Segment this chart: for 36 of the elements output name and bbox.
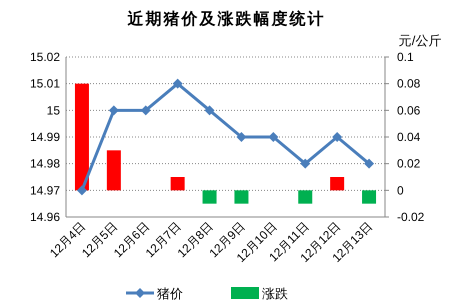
bar: [298, 190, 312, 204]
y-tick-label: 14.97: [30, 183, 60, 198]
bar: [170, 177, 185, 190]
y2-tick-label: -0.02: [397, 210, 425, 224]
y2-axis-title: 元/公斤: [398, 33, 442, 48]
y-tick-label: 15: [46, 103, 60, 118]
bar: [330, 177, 344, 190]
y-tick-label: 15.02: [30, 50, 60, 64]
point: [268, 132, 278, 142]
bar: [202, 190, 217, 204]
legend-label: 猪价: [157, 286, 183, 301]
y2-tick-label: 0.04: [397, 130, 421, 144]
y-tick-label: 15.01: [30, 76, 60, 91]
point: [236, 132, 246, 142]
y2-tick-label: 0: [397, 183, 404, 198]
y-tick-label: 14.99: [30, 130, 60, 144]
bar: [234, 190, 248, 204]
legend-label: 涨跌: [262, 286, 288, 301]
y-tick-label: 14.98: [30, 156, 60, 171]
bar: [362, 190, 376, 204]
point: [172, 78, 183, 89]
chart-title: 近期猪价及涨跌幅度统计: [126, 9, 326, 28]
point: [140, 105, 151, 116]
bar: [106, 150, 121, 190]
y2-tick-label: 0.08: [397, 76, 421, 91]
y2-tick-label: 0.06: [397, 103, 421, 118]
y-tick-label: 14.96: [30, 210, 60, 224]
y2-tick-label: 0.1: [397, 50, 414, 64]
point: [108, 105, 119, 116]
y2-tick-label: 0.02: [397, 156, 421, 171]
point: [300, 158, 310, 169]
point: [364, 158, 374, 169]
bar: [74, 84, 89, 190]
point: [332, 132, 342, 142]
point: [204, 105, 215, 116]
point: [76, 185, 87, 196]
